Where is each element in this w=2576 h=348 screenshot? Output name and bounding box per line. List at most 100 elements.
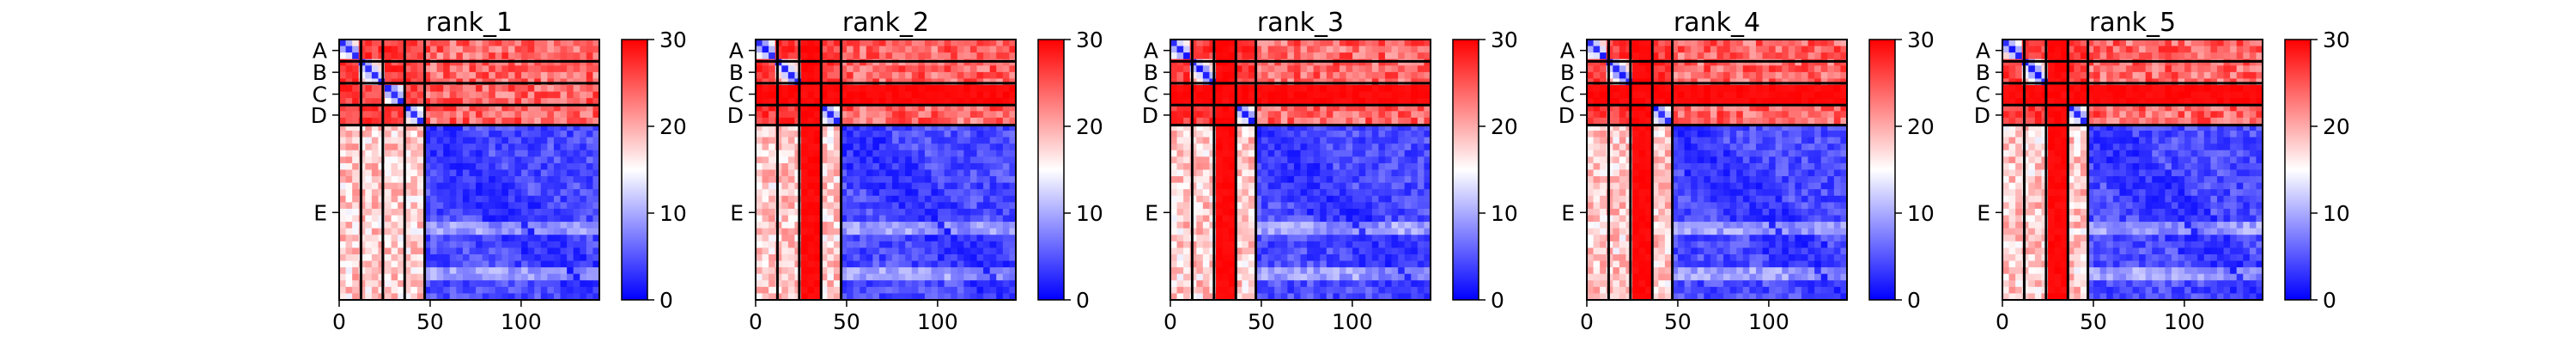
heatmap-cell <box>508 40 515 46</box>
heatmap-cell <box>905 209 912 216</box>
heatmap-cell <box>1418 216 1425 223</box>
heatmap-cell <box>1003 280 1010 287</box>
heatmap-cell <box>339 150 346 157</box>
heatmap-cell <box>1418 131 1425 137</box>
heatmap-cell <box>1287 170 1294 177</box>
heatmap-cell <box>932 261 939 268</box>
heatmap-cell <box>781 229 788 235</box>
heatmap-cell <box>872 150 879 157</box>
heatmap-cell <box>963 196 970 203</box>
heatmap-cell <box>854 85 860 92</box>
heatmap-cell <box>769 170 775 177</box>
heatmap-cell <box>470 170 477 177</box>
heatmap-cell <box>801 247 808 254</box>
heatmap-cell <box>476 280 483 287</box>
heatmap-cell <box>483 46 489 53</box>
heatmap-cell <box>1346 111 1353 118</box>
heatmap-cell <box>541 202 548 209</box>
heatmap-cell <box>561 92 568 99</box>
heatmap-cell <box>534 176 541 183</box>
heatmap-cell <box>1223 40 1230 46</box>
heatmap-cell <box>463 72 470 79</box>
heatmap-cell <box>1340 170 1346 177</box>
heatmap-cell <box>1378 170 1385 177</box>
heatmap-cell <box>957 261 964 268</box>
heatmap-cell <box>996 280 1003 287</box>
heatmap-cell <box>580 85 586 92</box>
heatmap-cell <box>339 280 346 287</box>
heatmap-cell <box>541 222 548 229</box>
heatmap-cell <box>1170 287 1177 294</box>
heatmap-cell <box>918 183 925 190</box>
heatmap-cell <box>827 261 834 268</box>
heatmap-cell <box>1216 118 1223 125</box>
heatmap-cell <box>443 202 450 209</box>
heatmap-cell <box>385 118 392 125</box>
heatmap-cell <box>912 40 919 46</box>
heatmap-cell <box>1340 196 1346 203</box>
heatmap-cell <box>410 222 417 229</box>
heatmap-cell <box>1398 111 1405 118</box>
heatmap-cell <box>1003 216 1010 223</box>
heatmap-cell <box>470 261 477 268</box>
heatmap-cell <box>1340 189 1346 196</box>
heatmap-cell <box>528 274 535 281</box>
heatmap-cell <box>534 229 541 235</box>
heatmap-cell <box>990 274 997 281</box>
heatmap-cell <box>1385 92 1392 99</box>
heatmap-cell <box>561 170 568 177</box>
x-tick-label: 0 <box>1163 309 1177 334</box>
heatmap-cell <box>1183 280 1190 287</box>
heatmap-cell <box>932 267 939 274</box>
heatmap-cell <box>541 131 548 137</box>
heatmap-cell <box>521 131 528 137</box>
heatmap-cell <box>1003 92 1010 99</box>
heatmap-cell <box>1249 235 1255 241</box>
heatmap-cell <box>1294 261 1301 268</box>
heatmap-cell <box>1327 261 1334 268</box>
heatmap-cell <box>756 137 762 144</box>
heatmap-cell <box>1294 150 1301 157</box>
heatmap-cell <box>372 229 379 235</box>
heatmap-cell <box>1352 267 1359 274</box>
heatmap-cell <box>430 209 437 216</box>
heatmap-cell <box>501 267 508 274</box>
heatmap-cell <box>1242 261 1249 268</box>
heatmap-cell <box>385 156 392 163</box>
heatmap-cell <box>1242 209 1249 216</box>
heatmap-cell <box>443 85 450 92</box>
heatmap-cell <box>1314 65 1321 72</box>
heatmap-cell <box>918 189 925 196</box>
heatmap-cell <box>1177 150 1184 157</box>
heatmap-cell <box>430 92 437 99</box>
heatmap-cell <box>1378 216 1385 223</box>
heatmap-cell <box>489 85 495 92</box>
heatmap-cell <box>1281 85 1288 92</box>
heatmap-cell <box>1320 170 1327 177</box>
heatmap-cell <box>495 170 502 177</box>
heatmap-cell <box>541 118 548 125</box>
heatmap-cell <box>339 267 346 274</box>
heatmap-cell <box>996 235 1003 241</box>
chain-label: E <box>730 200 744 225</box>
heatmap-cell <box>945 40 951 46</box>
heatmap-cell <box>854 40 860 46</box>
heatmap-cell <box>352 261 359 268</box>
heatmap-cell <box>372 65 379 72</box>
heatmap-cell <box>808 216 815 223</box>
heatmap-cell <box>834 241 841 248</box>
heatmap-cell <box>996 254 1003 261</box>
heatmap-cell <box>528 156 535 163</box>
heatmap-cell <box>437 274 444 281</box>
heatmap-cell <box>925 229 932 235</box>
heatmap-cell <box>1177 222 1184 229</box>
heatmap-cell <box>1287 40 1294 46</box>
heatmap-cell <box>1294 52 1301 59</box>
heatmap-cell <box>1320 241 1327 248</box>
heatmap-cell <box>463 261 470 268</box>
heatmap-cell <box>1170 72 1177 79</box>
heatmap-cell <box>970 176 977 183</box>
heatmap-cell <box>808 150 815 157</box>
heatmap-cell <box>528 287 535 294</box>
heatmap-cell <box>470 40 477 46</box>
